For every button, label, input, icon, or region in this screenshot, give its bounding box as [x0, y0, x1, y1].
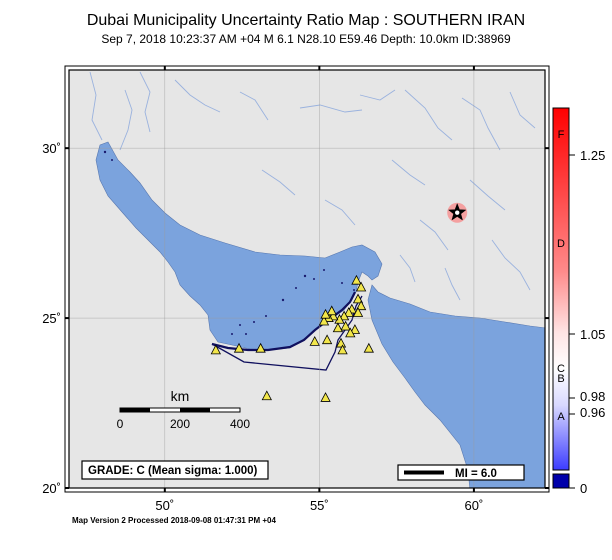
station-triangle — [332, 322, 344, 333]
map-title: Dubai Municipality Uncertainty Ratio Map… — [86, 12, 526, 29]
colorbar-letter-b: B — [557, 373, 564, 385]
station-triangle — [261, 390, 272, 401]
islands — [103, 150, 355, 335]
colorbar-gradient — [552, 107, 570, 471]
station-triangle — [335, 337, 347, 348]
station-triangle — [345, 327, 356, 338]
epicenter-center — [455, 210, 460, 215]
station-triangle — [338, 310, 350, 321]
scale-bar-title: km — [171, 388, 190, 404]
scale-tick-400: 400 — [230, 417, 250, 431]
station-triangle — [355, 281, 367, 292]
station-triangle — [363, 342, 374, 353]
scale-tick-200: 200 — [170, 417, 190, 431]
station-triangle — [355, 300, 367, 311]
map-area — [69, 70, 545, 488]
colorbar-value-0-96: 0.96 — [580, 405, 605, 420]
grade-box: GRADE: C (Mean sigma: 1.000) — [81, 460, 269, 480]
station-triangle — [255, 342, 266, 353]
mi-legend: MI = 6.0 — [397, 464, 525, 481]
colorbar-letter-c: C — [557, 363, 565, 375]
station-triangle — [352, 293, 364, 304]
grade-text: GRADE: C (Mean sigma: 1.000) — [88, 465, 258, 477]
map-version-footer: Map Version 2 Processed 2018-09-08 01:47… — [72, 516, 276, 525]
colorbar-value-0-98: 0.98 — [580, 389, 605, 404]
station-triangle — [320, 308, 331, 319]
graticule — [69, 70, 545, 488]
colorbar-value-0: 0 — [580, 481, 587, 496]
lat-tick-label: 30˚ — [42, 141, 61, 156]
station-triangle — [326, 305, 337, 316]
colorbar: F D C B A 1.25 1.05 0.98 0.96 0 — [552, 107, 605, 496]
lon-tick-label: 60˚ — [465, 498, 484, 513]
station-triangle — [340, 320, 351, 331]
colorbar-below — [552, 473, 570, 489]
station-markers — [210, 274, 374, 402]
colorbar-value-1-05: 1.05 — [580, 327, 605, 342]
station-triangle — [309, 336, 320, 346]
gulf-of-oman — [367, 284, 545, 488]
station-triangle — [233, 342, 245, 353]
station-triangle — [320, 392, 331, 402]
station-triangle — [321, 334, 333, 345]
axis-labels: 50˚ 55˚ 60˚ 20˚ 25˚ 30˚ — [42, 141, 483, 513]
station-triangle — [343, 307, 354, 317]
station-triangle — [337, 344, 348, 355]
station-triangle — [349, 324, 361, 334]
lat-tick-label: 25˚ — [42, 311, 61, 326]
station-triangle — [352, 307, 364, 317]
station-triangle — [351, 274, 362, 285]
colorbar-letter-a: A — [557, 411, 565, 423]
scale-bar: km 0 200 400 — [117, 388, 251, 431]
scale-tick-0: 0 — [117, 417, 124, 431]
colorbar-value-1-25: 1.25 — [580, 148, 605, 163]
mi-legend-label: MI = 6.0 — [455, 468, 497, 480]
rivers — [89, 71, 536, 301]
colorbar-letter-f: F — [558, 129, 565, 141]
map-frame — [64, 65, 550, 493]
colorbar-letter-d: D — [557, 238, 565, 250]
event-info: Sep 7, 2018 10:23:37 AM +04 M 6.1 N28.10… — [101, 32, 511, 46]
lat-tick-label: 20˚ — [42, 481, 61, 496]
lon-tick-label: 55˚ — [310, 498, 329, 513]
station-triangle — [210, 344, 221, 355]
station-triangle — [318, 315, 330, 326]
lon-tick-label: 50˚ — [155, 498, 174, 513]
persian-gulf — [95, 141, 383, 351]
epicenter-marker — [447, 202, 468, 223]
